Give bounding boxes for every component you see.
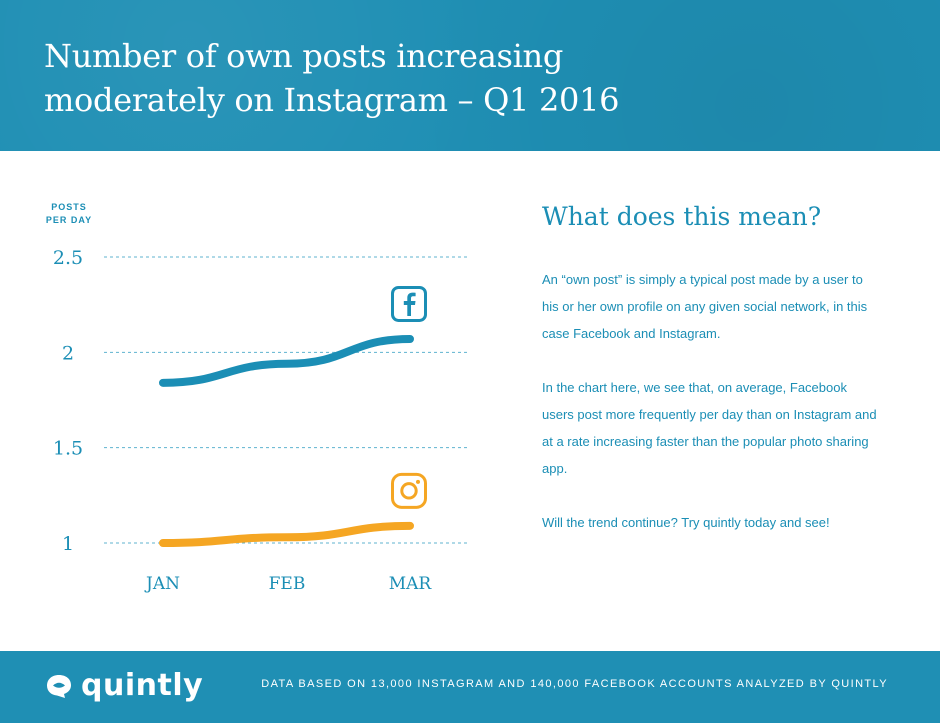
explanation-title: What does this mean? [542, 202, 822, 231]
series-line-facebook [159, 334, 414, 387]
x-tick-label: FEB [269, 574, 306, 594]
facebook-icon [391, 285, 427, 322]
series-line-instagram [159, 521, 414, 547]
quintly-logo-icon [47, 675, 71, 698]
instagram-icon [391, 472, 427, 509]
y-tick-label: 1 [62, 533, 74, 555]
footer-bar: quintly DATA BASED ON 13,000 INSTAGRAM A… [0, 651, 940, 723]
brand-name: quintly [81, 668, 204, 703]
y-tick-label: 2.5 [53, 247, 83, 269]
chart-svg: 2.5 2 1.5 1 JAN FEB MAR [53, 247, 470, 594]
y-tick-label: 1.5 [53, 438, 83, 460]
explanation-paragraph-3: Will the trend continue? Try quintly tod… [542, 515, 830, 530]
quintly-logo[interactable]: quintly [45, 670, 203, 702]
header-banner: Number of own posts increasing moderatel… [0, 0, 940, 151]
y-axis-label: POSTS PER DAY [45, 202, 93, 225]
explanation-panel: What does this mean? An “own post” is si… [542, 200, 882, 536]
x-tick-label: JAN [144, 574, 180, 594]
data-source-note: DATA BASED ON 13,000 INSTAGRAM AND 140,0… [261, 678, 888, 690]
explanation-paragraph-2: In the chart here, we see that, on avera… [542, 380, 877, 476]
y-tick-label: 2 [62, 342, 74, 364]
line-chart: POSTS PER DAY 2.5 2 1.5 1 JAN FEB MAR [0, 151, 500, 651]
x-tick-label: MAR [389, 574, 433, 594]
explanation-paragraph-1: An “own post” is simply a typical post m… [542, 272, 868, 341]
page-title: Number of own posts increasing moderatel… [44, 37, 620, 119]
